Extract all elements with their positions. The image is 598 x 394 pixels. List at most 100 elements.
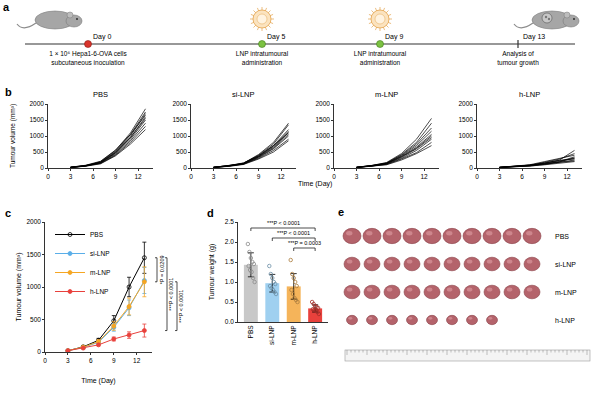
svg-text:si-LNP: si-LNP xyxy=(555,261,576,268)
svg-text:0: 0 xyxy=(46,173,50,180)
svg-text:1 × 10⁶ Hepa1-6-OVA cells: 1 × 10⁶ Hepa1-6-OVA cells xyxy=(49,50,127,58)
svg-text:Day 9: Day 9 xyxy=(385,33,403,41)
svg-text:0: 0 xyxy=(332,173,336,180)
svg-text:LNP intratumoural: LNP intratumoural xyxy=(236,50,289,57)
svg-text:h-LNP: h-LNP xyxy=(555,317,575,324)
svg-text:1000: 1000 xyxy=(315,132,330,139)
svg-text:PBS: PBS xyxy=(555,233,569,240)
svg-text:***P < 0.0001: ***P < 0.0001 xyxy=(267,220,300,226)
svg-text:h-LNP: h-LNP xyxy=(311,325,318,343)
svg-text:500: 500 xyxy=(176,148,187,155)
svg-text:si-LNP: si-LNP xyxy=(268,325,275,345)
svg-text:12: 12 xyxy=(563,173,571,180)
svg-text:9: 9 xyxy=(400,173,404,180)
svg-text:6: 6 xyxy=(89,357,93,364)
svg-text:m-LNP: m-LNP xyxy=(290,325,297,345)
svg-text:3: 3 xyxy=(66,357,70,364)
svg-text:0: 0 xyxy=(475,173,479,180)
svg-text:Day 5: Day 5 xyxy=(267,33,285,41)
svg-text:1000: 1000 xyxy=(26,283,41,290)
svg-text:0: 0 xyxy=(183,164,187,171)
svg-text:Time (Day): Time (Day) xyxy=(298,180,332,188)
svg-text:e: e xyxy=(338,206,344,218)
svg-text:2.5: 2.5 xyxy=(225,218,234,225)
svg-text:d: d xyxy=(207,207,214,219)
svg-text:Tumour volume (mm³): Tumour volume (mm³) xyxy=(15,253,23,322)
svg-text:c: c xyxy=(5,207,11,219)
svg-text:LNP intratumoural: LNP intratumoural xyxy=(354,50,407,57)
svg-text:3: 3 xyxy=(355,173,359,180)
svg-text:***P < 0.0001: ***P < 0.0001 xyxy=(178,290,184,323)
svg-text:1500: 1500 xyxy=(458,116,473,123)
svg-text:1.0: 1.0 xyxy=(225,278,234,285)
svg-text:1500: 1500 xyxy=(172,116,187,123)
svg-text:Time (Day): Time (Day) xyxy=(81,377,115,385)
svg-text:a: a xyxy=(3,1,10,13)
svg-text:0.5: 0.5 xyxy=(225,298,234,305)
svg-text:9: 9 xyxy=(112,357,116,364)
svg-text:2000: 2000 xyxy=(29,100,44,107)
svg-text:1500: 1500 xyxy=(26,251,41,258)
svg-text:0: 0 xyxy=(40,164,44,171)
svg-text:3: 3 xyxy=(212,173,216,180)
svg-text:6: 6 xyxy=(234,173,238,180)
svg-text:500: 500 xyxy=(462,148,473,155)
svg-text:*P = 0.0209: *P = 0.0209 xyxy=(159,255,165,284)
svg-text:9: 9 xyxy=(543,173,547,180)
svg-text:12: 12 xyxy=(420,173,428,180)
svg-text:12: 12 xyxy=(277,173,285,180)
svg-text:1.5: 1.5 xyxy=(225,258,234,265)
svg-text:PBS: PBS xyxy=(90,231,104,238)
svg-text:Day 13: Day 13 xyxy=(523,33,545,41)
svg-text:2000: 2000 xyxy=(315,100,330,107)
svg-text:tumour growth: tumour growth xyxy=(497,59,539,67)
svg-text:m-LNP: m-LNP xyxy=(555,289,577,296)
svg-text:0: 0 xyxy=(43,357,47,364)
svg-text:500: 500 xyxy=(33,148,44,155)
svg-text:***P = 0.0003: ***P = 0.0003 xyxy=(288,240,321,246)
svg-text:2.0: 2.0 xyxy=(225,238,234,245)
svg-text:0: 0 xyxy=(189,173,193,180)
svg-text:administration: administration xyxy=(242,59,283,66)
svg-text:PBS: PBS xyxy=(93,90,108,99)
svg-text:1000: 1000 xyxy=(29,132,44,139)
svg-text:0: 0 xyxy=(326,164,330,171)
svg-text:6: 6 xyxy=(520,173,524,180)
svg-text:***P < 0.0001: ***P < 0.0001 xyxy=(168,278,174,311)
svg-text:m-LNP: m-LNP xyxy=(90,269,110,276)
svg-text:12: 12 xyxy=(134,173,142,180)
svg-text:1000: 1000 xyxy=(172,132,187,139)
svg-text:0.0: 0.0 xyxy=(225,318,234,325)
svg-text:3: 3 xyxy=(69,173,73,180)
svg-text:500: 500 xyxy=(319,148,330,155)
svg-text:1500: 1500 xyxy=(29,116,44,123)
svg-text:***P < 0.0001: ***P < 0.0001 xyxy=(277,230,310,236)
svg-text:2000: 2000 xyxy=(458,100,473,107)
svg-text:12: 12 xyxy=(133,357,141,364)
svg-text:500: 500 xyxy=(30,316,41,323)
svg-text:h-LNP: h-LNP xyxy=(519,90,540,99)
svg-text:m-LNP: m-LNP xyxy=(375,90,398,99)
svg-text:PBS: PBS xyxy=(247,325,254,339)
svg-text:si-LNP: si-LNP xyxy=(232,90,255,99)
svg-text:Tumour weight (g): Tumour weight (g) xyxy=(208,244,216,301)
svg-text:3: 3 xyxy=(498,173,502,180)
svg-text:subcutaneous inoculation: subcutaneous inoculation xyxy=(51,59,125,66)
svg-text:0: 0 xyxy=(37,348,41,355)
svg-text:1000: 1000 xyxy=(458,132,473,139)
svg-text:6: 6 xyxy=(377,173,381,180)
svg-text:b: b xyxy=(5,86,12,98)
svg-text:9: 9 xyxy=(257,173,261,180)
svg-text:si-LNP: si-LNP xyxy=(90,250,110,257)
svg-text:h-LNP: h-LNP xyxy=(90,288,108,295)
svg-text:0: 0 xyxy=(469,164,473,171)
svg-text:2000: 2000 xyxy=(172,100,187,107)
svg-text:6: 6 xyxy=(91,173,95,180)
svg-text:2000: 2000 xyxy=(26,218,41,225)
svg-text:Tumour volume (mm³): Tumour volume (mm³) xyxy=(9,104,17,168)
svg-text:1500: 1500 xyxy=(315,116,330,123)
svg-text:9: 9 xyxy=(114,173,118,180)
svg-text:administration: administration xyxy=(360,59,401,66)
svg-text:Analysis of: Analysis of xyxy=(502,50,534,58)
svg-text:Day 0: Day 0 xyxy=(93,33,111,41)
